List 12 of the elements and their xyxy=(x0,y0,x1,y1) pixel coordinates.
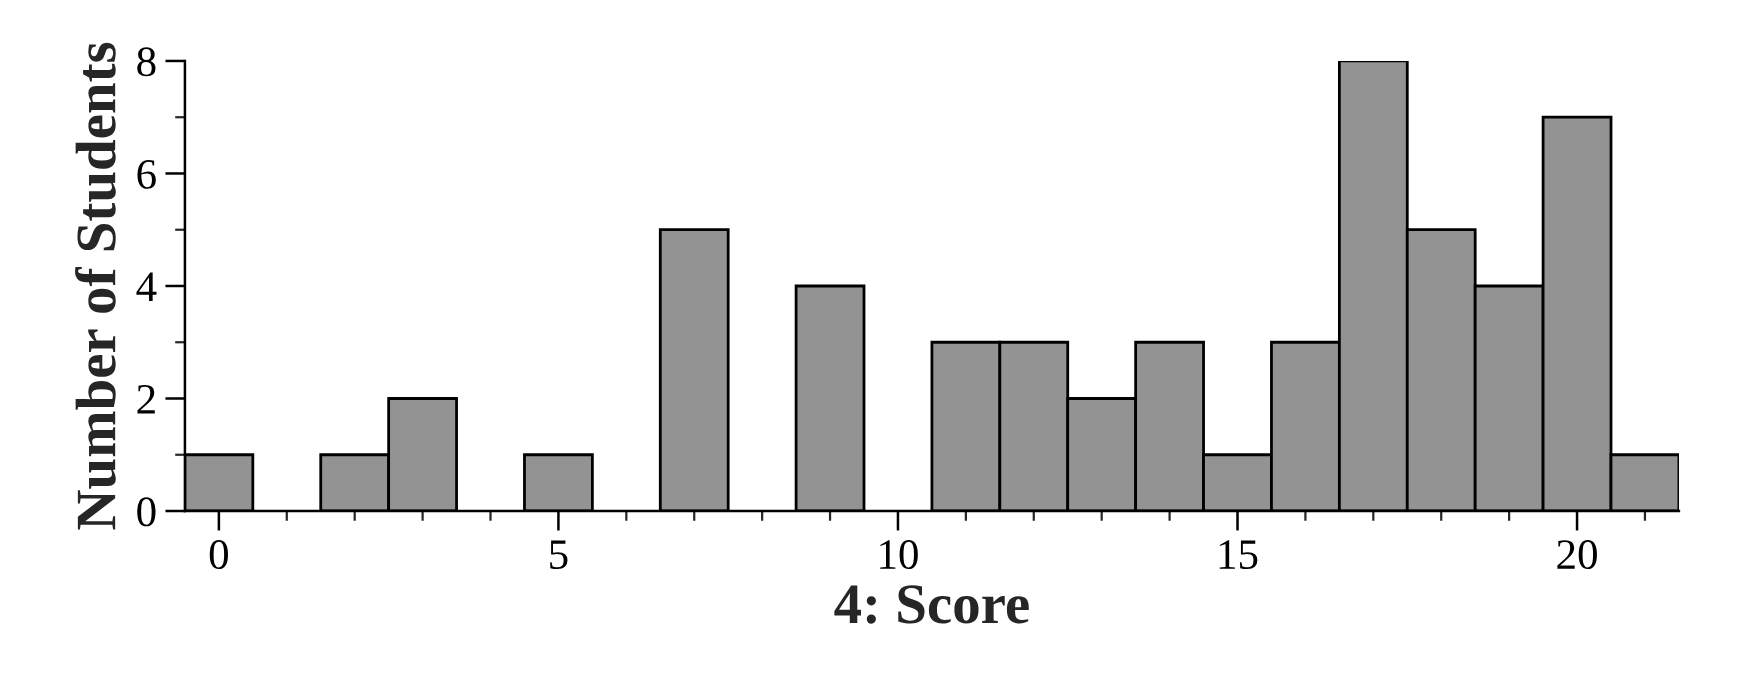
y-axis-title: Number of Students xyxy=(75,42,116,530)
y-tick-label: 8 xyxy=(137,47,156,77)
y-tick-label: 4 xyxy=(136,272,157,301)
x-tick-label: 15 xyxy=(1219,540,1258,570)
x-tick-label: 5 xyxy=(550,540,568,570)
y-tick-label: 6 xyxy=(137,159,156,189)
y-tick-label: 0 xyxy=(137,497,156,527)
x-tick-label: 0 xyxy=(209,540,228,570)
x-tick-label: 10 xyxy=(880,540,918,570)
x-axis-title: 4: Score xyxy=(834,585,1029,624)
y-tick-label: 2 xyxy=(137,384,155,414)
x-tick-label: 20 xyxy=(1557,540,1597,570)
